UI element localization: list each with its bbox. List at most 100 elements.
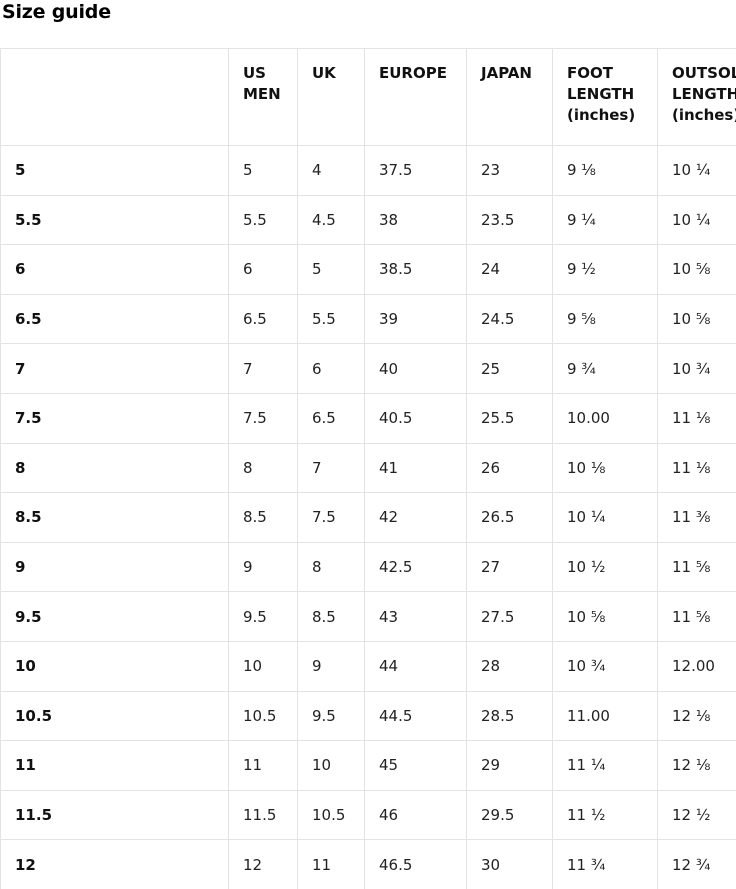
cell-foot-length: 9 ⅝ (552, 293, 658, 345)
cell-foot-length: 10 ⅛ (552, 442, 658, 494)
cell-japan: 26.5 (466, 492, 553, 543)
cell-japan: 23 (466, 145, 553, 196)
cell-europe: 40.5 (364, 392, 467, 444)
cell-us-men: 5 (228, 145, 298, 196)
cell-foot-length: 9 ¼ (552, 194, 658, 246)
table-row: 9 9 8 42.5 27 10 ½ 11 ⅝ (0, 541, 736, 593)
table-row: 8.5 8.5 7.5 42 26.5 10 ¼ 11 ⅜ (0, 492, 736, 543)
cell-europe: 38 (364, 194, 467, 246)
row-size-label: 11.5 (0, 789, 229, 841)
cell-foot-length: 10 ¼ (552, 492, 658, 543)
row-size-label: 7.5 (0, 392, 229, 444)
cell-uk: 6 (297, 343, 365, 394)
cell-uk: 9 (297, 640, 365, 692)
cell-europe: 44 (364, 640, 467, 692)
row-size-label: 10.5 (0, 690, 229, 742)
cell-outsole-length: 10 ¼ (657, 145, 736, 196)
cell-us-men: 5.5 (228, 194, 298, 246)
cell-foot-length: 10 ⅝ (552, 591, 658, 642)
row-size-label: 11 (0, 740, 229, 791)
cell-outsole-length: 11 ⅛ (657, 442, 736, 494)
column-header: JAPAN (466, 48, 553, 146)
cell-us-men: 11.5 (228, 789, 298, 841)
cell-europe: 46 (364, 789, 467, 841)
cell-foot-length: 11 ¾ (552, 839, 658, 889)
cell-outsole-length: 10 ¼ (657, 194, 736, 246)
cell-japan: 24 (466, 244, 553, 295)
table-row: 7 7 6 40 25 9 ¾ 10 ¾ (0, 343, 736, 394)
row-size-label: 8.5 (0, 492, 229, 543)
row-size-label: 8 (0, 442, 229, 494)
size-guide-table-container: US MEN UK EUROPE JAPAN FOOT LENGTH (inch… (0, 48, 736, 889)
cell-us-men: 9.5 (228, 591, 298, 642)
cell-uk: 7.5 (297, 492, 365, 543)
table-row: 10.5 10.5 9.5 44.5 28.5 11.00 12 ⅛ (0, 690, 736, 742)
table-row: 5 5 4 37.5 23 9 ⅛ 10 ¼ (0, 145, 736, 196)
cell-outsole-length: 10 ⅝ (657, 293, 736, 345)
row-size-label: 5.5 (0, 194, 229, 246)
row-size-label: 12 (0, 839, 229, 889)
cell-foot-length: 11 ½ (552, 789, 658, 841)
cell-us-men: 6 (228, 244, 298, 295)
cell-japan: 30 (466, 839, 553, 889)
cell-us-men: 10.5 (228, 690, 298, 742)
cell-uk: 5.5 (297, 293, 365, 345)
cell-uk: 4 (297, 145, 365, 196)
cell-uk: 8 (297, 541, 365, 593)
cell-japan: 23.5 (466, 194, 553, 246)
column-header: FOOT LENGTH (inches) (552, 48, 658, 146)
table-row: 10 10 9 44 28 10 ¾ 12.00 (0, 640, 736, 692)
row-size-label: 5 (0, 145, 229, 196)
cell-outsole-length: 10 ¾ (657, 343, 736, 394)
cell-outsole-length: 12 ¾ (657, 839, 736, 889)
cell-europe: 42.5 (364, 541, 467, 593)
cell-outsole-length: 11 ⅝ (657, 541, 736, 593)
column-header (0, 48, 229, 146)
cell-uk: 11 (297, 839, 365, 889)
cell-outsole-length: 12 ½ (657, 789, 736, 841)
cell-us-men: 9 (228, 541, 298, 593)
cell-japan: 28.5 (466, 690, 553, 742)
cell-foot-length: 9 ¾ (552, 343, 658, 394)
cell-us-men: 7.5 (228, 392, 298, 444)
column-header: EUROPE (364, 48, 467, 146)
cell-outsole-length: 11 ⅜ (657, 492, 736, 543)
cell-japan: 25 (466, 343, 553, 394)
size-guide-table: US MEN UK EUROPE JAPAN FOOT LENGTH (inch… (0, 48, 736, 889)
cell-uk: 6.5 (297, 392, 365, 444)
cell-uk: 5 (297, 244, 365, 295)
cell-europe: 44.5 (364, 690, 467, 742)
cell-europe: 43 (364, 591, 467, 642)
cell-europe: 46.5 (364, 839, 467, 889)
cell-outsole-length: 11 ⅝ (657, 591, 736, 642)
row-size-label: 7 (0, 343, 229, 394)
table-row: 12 12 11 46.5 30 11 ¾ 12 ¾ (0, 839, 736, 889)
page-title: Size guide (2, 1, 111, 23)
cell-uk: 9.5 (297, 690, 365, 742)
cell-japan: 25.5 (466, 392, 553, 444)
cell-uk: 10 (297, 740, 365, 791)
cell-japan: 27.5 (466, 591, 553, 642)
cell-uk: 7 (297, 442, 365, 494)
cell-foot-length: 10.00 (552, 392, 658, 444)
cell-europe: 42 (364, 492, 467, 543)
row-size-label: 9 (0, 541, 229, 593)
table-header-row: US MEN UK EUROPE JAPAN FOOT LENGTH (inch… (0, 48, 736, 146)
cell-japan: 26 (466, 442, 553, 494)
cell-japan: 28 (466, 640, 553, 692)
table-row: 11.5 11.5 10.5 46 29.5 11 ½ 12 ½ (0, 789, 736, 841)
cell-outsole-length: 11 ⅛ (657, 392, 736, 444)
cell-uk: 8.5 (297, 591, 365, 642)
cell-foot-length: 9 ⅛ (552, 145, 658, 196)
cell-europe: 37.5 (364, 145, 467, 196)
row-size-label: 6.5 (0, 293, 229, 345)
cell-us-men: 8 (228, 442, 298, 494)
table-row: 6.5 6.5 5.5 39 24.5 9 ⅝ 10 ⅝ (0, 293, 736, 345)
cell-foot-length: 10 ½ (552, 541, 658, 593)
column-header: UK (297, 48, 365, 146)
row-size-label: 6 (0, 244, 229, 295)
cell-japan: 29.5 (466, 789, 553, 841)
table-row: 9.5 9.5 8.5 43 27.5 10 ⅝ 11 ⅝ (0, 591, 736, 642)
cell-foot-length: 10 ¾ (552, 640, 658, 692)
row-size-label: 10 (0, 640, 229, 692)
